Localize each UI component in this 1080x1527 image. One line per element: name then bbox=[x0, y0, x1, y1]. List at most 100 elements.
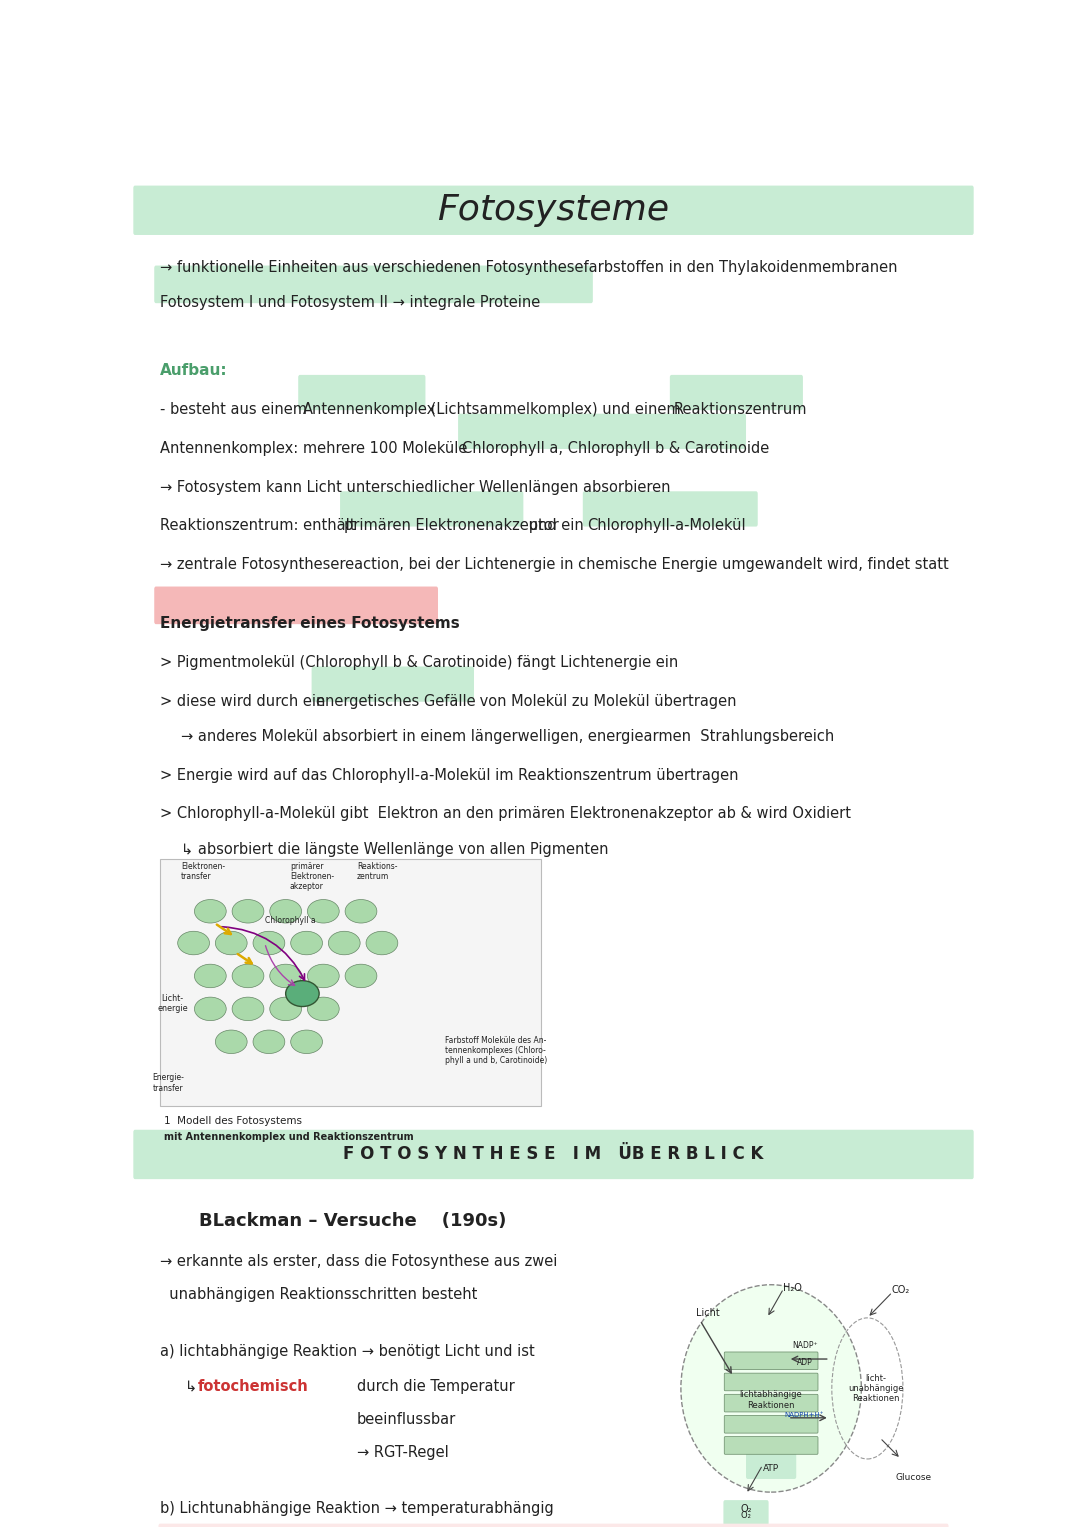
Text: → erkannte als erster, dass die Fotosynthese aus zwei: → erkannte als erster, dass die Fotosynt… bbox=[160, 1254, 557, 1269]
Text: Antennenkomplex: mehrere 100 Moleküle: Antennenkomplex: mehrere 100 Moleküle bbox=[160, 441, 472, 455]
Ellipse shape bbox=[270, 899, 301, 922]
FancyBboxPatch shape bbox=[154, 586, 438, 625]
Text: > Pigmentmolekül (Chlorophyll b & Carotinoide) fängt Lichtenergie ein: > Pigmentmolekül (Chlorophyll b & Caroti… bbox=[160, 655, 678, 670]
Text: fotochemisch: fotochemisch bbox=[198, 1379, 309, 1394]
Text: Glucose: Glucose bbox=[895, 1474, 931, 1483]
Text: und ein: und ein bbox=[524, 518, 589, 533]
Text: Chlorophyll a: Chlorophyll a bbox=[265, 916, 315, 925]
Text: F O T O S Y N T H E S E   I M   ÜB E R B L I C K: F O T O S Y N T H E S E I M ÜB E R B L I… bbox=[343, 1145, 764, 1164]
Ellipse shape bbox=[308, 899, 339, 922]
Ellipse shape bbox=[270, 964, 301, 988]
Ellipse shape bbox=[194, 964, 226, 988]
Text: - besteht aus einem: - besteht aus einem bbox=[160, 402, 312, 417]
Ellipse shape bbox=[232, 997, 264, 1020]
Text: → anderes Molekül absorbiert in einem längerwelligen, energiearmen  Strahlungsbe: → anderes Molekül absorbiert in einem lä… bbox=[181, 728, 834, 744]
Text: durch die Temperatur: durch die Temperatur bbox=[356, 1379, 514, 1394]
Ellipse shape bbox=[285, 980, 320, 1006]
Ellipse shape bbox=[291, 1031, 323, 1054]
Text: energetisches Gefälle: energetisches Gefälle bbox=[315, 693, 475, 709]
Text: NADPH+H⁺: NADPH+H⁺ bbox=[785, 1412, 824, 1419]
Ellipse shape bbox=[308, 997, 339, 1020]
Ellipse shape bbox=[215, 931, 247, 954]
FancyBboxPatch shape bbox=[340, 492, 524, 527]
Text: Reaktionszentrum: Reaktionszentrum bbox=[674, 402, 808, 417]
Ellipse shape bbox=[366, 931, 397, 954]
Text: → Fotosystem kann Licht unterschiedlicher Wellenlängen absorbieren: → Fotosystem kann Licht unterschiedliche… bbox=[160, 479, 671, 495]
Text: Chlorophyll a, Chlorophyll b & Carotinoide: Chlorophyll a, Chlorophyll b & Carotinoi… bbox=[462, 441, 770, 455]
Text: Fotosysteme: Fotosysteme bbox=[437, 194, 670, 228]
FancyBboxPatch shape bbox=[583, 492, 758, 527]
FancyBboxPatch shape bbox=[159, 1524, 948, 1527]
FancyBboxPatch shape bbox=[133, 186, 974, 235]
FancyBboxPatch shape bbox=[154, 266, 593, 304]
Text: O₂: O₂ bbox=[740, 1504, 752, 1513]
Ellipse shape bbox=[253, 931, 285, 954]
Ellipse shape bbox=[291, 931, 323, 954]
Text: → zentrale Fotosynthesereaction, bei der Lichtenergie in chemische Energie umgew: → zentrale Fotosynthesereaction, bei der… bbox=[160, 557, 949, 573]
FancyBboxPatch shape bbox=[458, 414, 746, 449]
Text: lichtabhängige
Reaktionen: lichtabhängige Reaktionen bbox=[740, 1391, 802, 1409]
Text: 1  Modell des Fotosystems: 1 Modell des Fotosystems bbox=[164, 1116, 302, 1125]
Text: > Chlorophyll-a-Molekül gibt  Elektron an den primären Elektronenakzeptor ab & w: > Chlorophyll-a-Molekül gibt Elektron an… bbox=[160, 806, 851, 822]
FancyBboxPatch shape bbox=[160, 860, 541, 1106]
FancyBboxPatch shape bbox=[725, 1437, 818, 1454]
FancyBboxPatch shape bbox=[725, 1394, 818, 1412]
Text: H₂O: H₂O bbox=[783, 1283, 801, 1292]
Text: Fotosystem I und Fotosystem II → integrale Proteine: Fotosystem I und Fotosystem II → integra… bbox=[160, 295, 540, 310]
Text: Antennenkomplex: Antennenkomplex bbox=[302, 402, 435, 417]
FancyBboxPatch shape bbox=[724, 1500, 769, 1525]
Text: Aufbau:: Aufbau: bbox=[160, 363, 228, 379]
Text: primärer
Elektronen-
akzeptor: primärer Elektronen- akzeptor bbox=[289, 861, 334, 892]
Ellipse shape bbox=[328, 931, 360, 954]
Text: → funktionelle Einheiten aus verschiedenen Fotosynthesefarbstoffen in den Thylak: → funktionelle Einheiten aus verschieden… bbox=[160, 260, 897, 275]
Text: Licht-
energie: Licht- energie bbox=[158, 994, 188, 1012]
Ellipse shape bbox=[178, 931, 210, 954]
FancyBboxPatch shape bbox=[725, 1416, 818, 1434]
Ellipse shape bbox=[215, 1031, 247, 1054]
FancyBboxPatch shape bbox=[312, 666, 474, 702]
Text: > Energie wird auf das Chlorophyll-a-Molekül im Reaktionszentrum übertragen: > Energie wird auf das Chlorophyll-a-Mol… bbox=[160, 768, 739, 783]
Ellipse shape bbox=[232, 899, 264, 922]
Ellipse shape bbox=[253, 1031, 285, 1054]
Text: NADP⁺: NADP⁺ bbox=[792, 1341, 818, 1350]
Text: Reaktionszentrum: enthält: Reaktionszentrum: enthält bbox=[160, 518, 361, 533]
Text: ↳: ↳ bbox=[186, 1379, 202, 1394]
Ellipse shape bbox=[346, 964, 377, 988]
Text: Reaktions-
zentrum: Reaktions- zentrum bbox=[356, 861, 397, 881]
Text: ADP: ADP bbox=[797, 1358, 812, 1367]
Ellipse shape bbox=[232, 964, 264, 988]
Ellipse shape bbox=[346, 899, 377, 922]
Text: beeinflussbar: beeinflussbar bbox=[356, 1412, 456, 1426]
FancyBboxPatch shape bbox=[670, 376, 802, 411]
Text: a) lichtabhängige Reaktion → benötigt Licht und ist: a) lichtabhängige Reaktion → benötigt Li… bbox=[160, 1344, 535, 1359]
Text: BLackman – Versuche    (190s): BLackman – Versuche (190s) bbox=[199, 1212, 507, 1231]
Text: Chlorophyll-a-Molekül: Chlorophyll-a-Molekül bbox=[588, 518, 745, 533]
Text: licht-
unabhängige
Reaktionen: licht- unabhängige Reaktionen bbox=[848, 1373, 904, 1403]
FancyBboxPatch shape bbox=[725, 1373, 818, 1391]
Text: Elektronen-
transfer: Elektronen- transfer bbox=[181, 861, 225, 881]
Ellipse shape bbox=[194, 997, 226, 1020]
Text: primären Elektronenakzeptor: primären Elektronenakzeptor bbox=[345, 518, 559, 533]
FancyBboxPatch shape bbox=[298, 376, 426, 411]
Text: von Molekül zu Molekül übertragen: von Molekül zu Molekül übertragen bbox=[475, 693, 737, 709]
FancyBboxPatch shape bbox=[725, 1351, 818, 1370]
Text: Licht: Licht bbox=[697, 1309, 720, 1318]
Text: Energie-
transfer: Energie- transfer bbox=[152, 1073, 185, 1093]
Text: → RGT-Regel: → RGT-Regel bbox=[356, 1445, 448, 1460]
Text: > diese wird durch ein: > diese wird durch ein bbox=[160, 693, 330, 709]
FancyBboxPatch shape bbox=[133, 1130, 974, 1179]
Ellipse shape bbox=[194, 899, 226, 922]
Text: mit Antennenkomplex und Reaktionszentrum: mit Antennenkomplex und Reaktionszentrum bbox=[164, 1132, 414, 1142]
Text: Farbstoff Moleküle des An-
tennenkomplexes (Chloro-
phyll a und b, Carotinoide): Farbstoff Moleküle des An- tennenkomplex… bbox=[445, 1035, 546, 1066]
Text: unabhängigen Reaktionsschritten besteht: unabhängigen Reaktionsschritten besteht bbox=[160, 1287, 477, 1303]
Text: ATP: ATP bbox=[764, 1464, 779, 1474]
FancyBboxPatch shape bbox=[746, 1451, 796, 1480]
Text: CO₂: CO₂ bbox=[892, 1284, 910, 1295]
Text: ⁠O₂: ⁠O₂ bbox=[741, 1510, 751, 1519]
Text: Energietransfer eines Fotosystems: Energietransfer eines Fotosystems bbox=[160, 615, 460, 631]
Text: b) Lichtunabhängige Reaktion → temperaturabhängig: b) Lichtunabhängige Reaktion → temperatu… bbox=[160, 1501, 554, 1516]
Text: ↳ absorbiert die längste Wellenlänge von allen Pigmenten: ↳ absorbiert die längste Wellenlänge von… bbox=[181, 841, 608, 857]
Text: (Lichtsammelkomplex) und einem: (Lichtsammelkomplex) und einem bbox=[427, 402, 686, 417]
Ellipse shape bbox=[270, 997, 301, 1020]
Ellipse shape bbox=[680, 1284, 862, 1492]
